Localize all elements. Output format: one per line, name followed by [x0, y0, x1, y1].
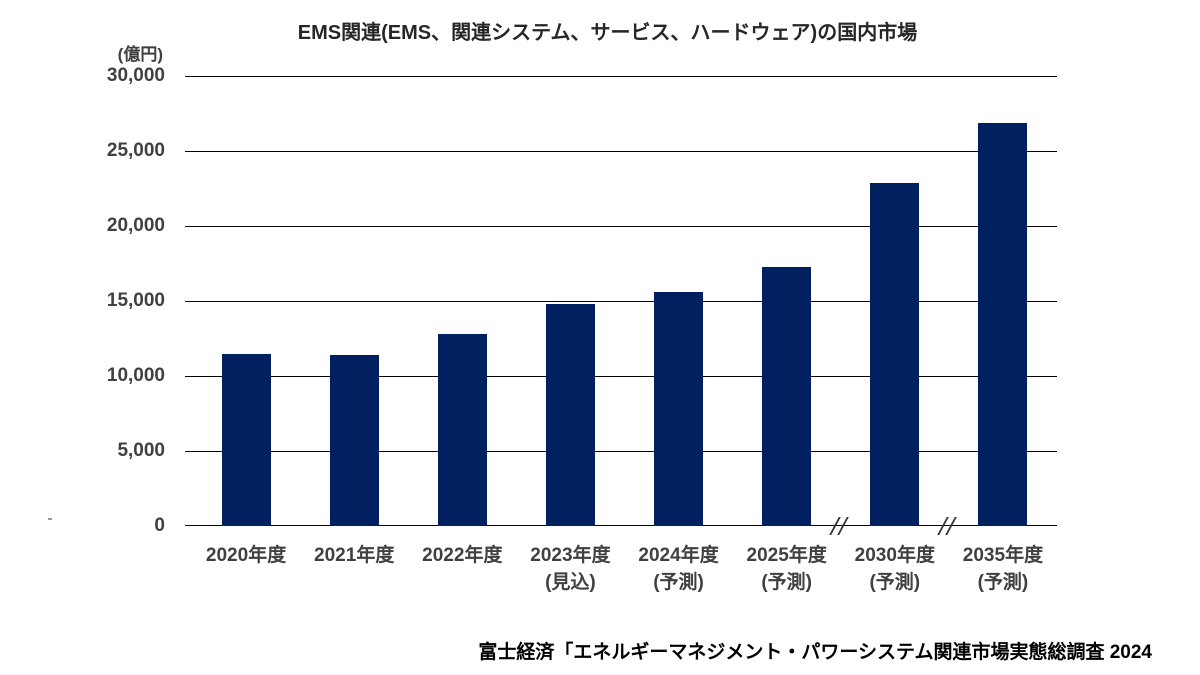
gridline	[185, 451, 1057, 452]
x-category-year: 2035年度	[962, 545, 1044, 566]
gridline	[185, 376, 1057, 377]
bar-2035	[978, 123, 1028, 526]
x-category-qualifier: (予測)	[869, 572, 921, 593]
x-category-label: 2021年度	[300, 542, 408, 569]
bar-2023	[545, 304, 595, 526]
x-category-year: 2023年度	[530, 545, 611, 566]
bar-2030	[870, 183, 920, 526]
plot-area	[185, 76, 1057, 535]
x-category-label: 2030年度 (予測)	[841, 542, 949, 596]
x-category-label: 2023年度 (見込)	[516, 542, 624, 596]
x-category-qualifier: (見込)	[545, 572, 596, 593]
bar-2024	[654, 292, 704, 526]
x-category-qualifier: (予測)	[761, 572, 813, 593]
y-tick-label: 15,000	[106, 290, 165, 311]
y-tick-label: 25,000	[106, 140, 165, 161]
bar-2020	[221, 353, 271, 526]
y-axis-unit-label: (億円)	[117, 45, 163, 64]
y-tick-label: 10,000	[106, 365, 165, 386]
x-category-label: 2025年度 (予測)	[733, 542, 841, 596]
gridline	[185, 525, 1057, 526]
x-category-year: 2024年度	[638, 545, 719, 566]
x-category-label: 2020年度	[192, 542, 300, 569]
stray-mark	[48, 518, 52, 520]
y-tick-label: 20,000	[106, 215, 165, 236]
x-category-label: 2022年度	[408, 542, 516, 569]
y-axis: 30,000 25,000 20,000 15,000 10,000 5,000 0	[0, 65, 165, 536]
x-category-year: 2022年度	[422, 545, 503, 566]
axis-break-icon	[937, 517, 959, 535]
bar-2021	[329, 355, 379, 526]
x-category-label: 2024年度 (予測)	[625, 542, 733, 596]
gridline	[185, 151, 1057, 152]
chart-title: EMS関連(EMS、関連システム、サービス、ハードウェア)の国内市場	[297, 22, 918, 44]
gridline	[185, 226, 1057, 227]
x-category-year: 2020年度	[205, 545, 287, 566]
y-tick-label: 30,000	[106, 65, 165, 86]
x-category-label: 2035年度 (予測)	[949, 542, 1057, 596]
x-category-qualifier: (予測)	[977, 572, 1029, 593]
x-category-year: 2025年度	[746, 545, 827, 566]
gridline	[185, 76, 1057, 77]
x-category-year: 2021年度	[314, 545, 395, 566]
source-citation: 富士経済「エネルギーマネジメント・パワーシステム関連市場実態総調査 2024	[478, 642, 1152, 663]
x-category-year: 2030年度	[854, 545, 935, 566]
y-tick-label: 0	[154, 515, 165, 536]
axis-break-icon	[828, 517, 851, 535]
x-category-qualifier: (予測)	[653, 572, 704, 593]
x-axis: 2020年度 2021年度 2022年度 2023年度 (見込) 2024年度 (予測) 20…	[192, 542, 1057, 602]
gridline	[185, 301, 1057, 302]
y-tick-label: 5,000	[117, 440, 165, 461]
bar-2022	[437, 334, 487, 526]
bar-2025	[762, 266, 812, 526]
